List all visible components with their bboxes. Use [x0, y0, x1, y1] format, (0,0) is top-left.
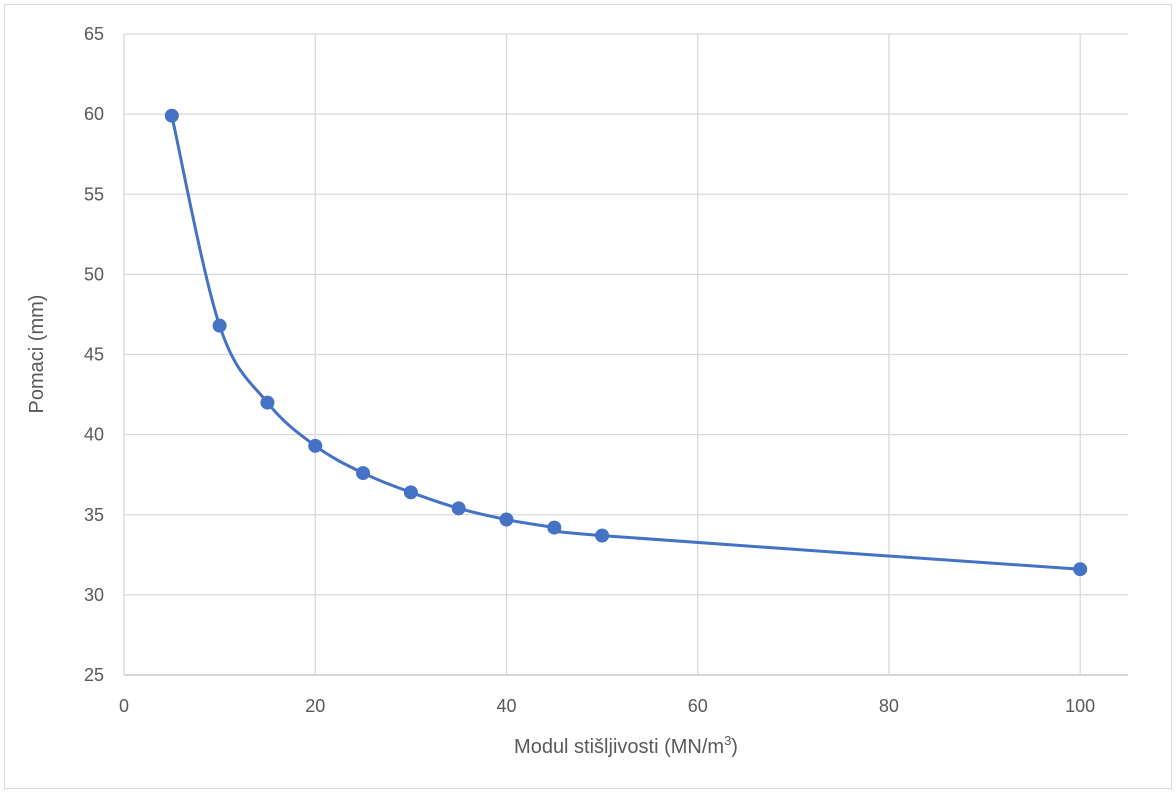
y-tick-label: 45	[84, 345, 104, 365]
x-tick-label: 40	[496, 696, 516, 716]
x-tick-label: 0	[119, 696, 129, 716]
data-point	[547, 520, 562, 535]
data-point	[1073, 562, 1088, 577]
x-axis-title-sup: 3	[724, 733, 731, 748]
x-tick-label: 80	[879, 696, 899, 716]
x-tick-labels: 0 20 40 60 80 100	[119, 696, 1095, 716]
y-tick-label: 50	[84, 264, 104, 284]
y-tick-label: 25	[84, 665, 104, 685]
data-point	[356, 466, 371, 481]
data-points	[164, 108, 1088, 577]
data-point	[451, 501, 466, 516]
y-tick-label: 40	[84, 425, 104, 445]
data-point	[403, 485, 418, 500]
x-tick-label: 100	[1065, 696, 1095, 716]
grid	[123, 33, 1128, 676]
x-tick-label: 60	[688, 696, 708, 716]
y-tick-label: 60	[84, 104, 104, 124]
x-tick-label: 20	[305, 696, 325, 716]
y-tick-label: 55	[84, 184, 104, 204]
data-point	[164, 108, 179, 123]
y-tick-label: 65	[84, 24, 104, 44]
data-point	[499, 512, 514, 527]
y-tick-label: 30	[84, 585, 104, 605]
data-point	[260, 395, 275, 410]
y-tick-labels: 25 30 35 40 45 50 55 60 65	[84, 24, 104, 685]
x-axis-title-suffix: )	[731, 736, 738, 758]
data-point	[308, 438, 323, 453]
chart-frame	[4, 4, 1172, 789]
data-point	[212, 318, 227, 333]
x-axis-title: Modul stišljivosti (MN/m3)	[514, 733, 738, 758]
y-axis-title: Pomaci (mm)	[26, 295, 48, 414]
y-tick-label: 35	[84, 505, 104, 525]
series-line	[170, 115, 1081, 571]
data-point	[595, 528, 610, 543]
x-axis-title-main: Modul stišljivosti (MN/m	[514, 736, 724, 758]
